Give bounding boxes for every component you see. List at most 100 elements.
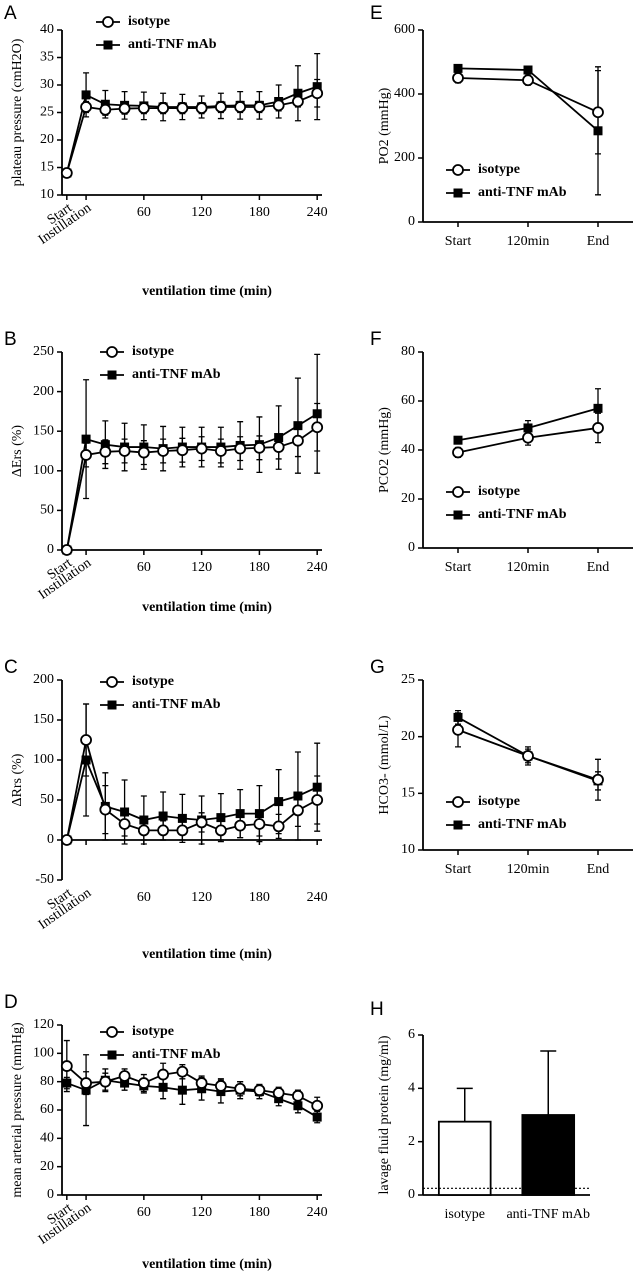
data-point [177, 813, 187, 823]
y-axis-label: HCO3- (mmol/L) [377, 715, 392, 814]
legend-label: anti-TNF mAb [478, 817, 567, 832]
data-point [118, 445, 131, 457]
y-tick-label: 100 [33, 463, 54, 478]
y-tick-label: 20 [401, 729, 415, 744]
data-point [60, 167, 73, 179]
y-tick-label: 15 [40, 160, 54, 175]
y-tick-label: 40 [401, 442, 415, 457]
data-point [234, 1082, 247, 1095]
data-point [523, 423, 533, 433]
data-point [254, 809, 264, 819]
y-tick-label: 150 [33, 423, 54, 438]
error-bar [456, 1087, 473, 1122]
x-tick-label: 120min [507, 862, 550, 877]
data-point [214, 101, 227, 113]
data-point [158, 811, 168, 821]
x-tick-label: 240 [307, 890, 328, 905]
y-axis-label: plateau pressure (cmH2O) [10, 38, 25, 186]
y-tick-label: 0 [47, 832, 54, 847]
panel-letter: B [4, 329, 17, 350]
x-tick-label: Start [445, 560, 472, 575]
y-tick-label: 400 [394, 86, 415, 101]
x-tick-label: 180 [249, 205, 270, 220]
y-tick-label: 50 [40, 503, 54, 518]
data-point [253, 818, 266, 830]
data-point [311, 794, 324, 806]
x-tick-label: 180 [249, 560, 270, 575]
data-point [522, 74, 534, 87]
data-point [177, 1085, 187, 1095]
legend-label: isotype [478, 794, 520, 809]
data-point [452, 723, 464, 736]
data-point [592, 773, 604, 786]
data-point [118, 818, 131, 830]
data-point [312, 1112, 322, 1122]
data-point [176, 1065, 189, 1078]
y-tick-label: 0 [47, 542, 54, 557]
data-point [81, 434, 91, 444]
data-point [292, 804, 304, 817]
data-point [195, 816, 208, 829]
y-axis-label: lavage fluid protein (mg/ml) [377, 1035, 392, 1194]
data-point [195, 102, 208, 114]
y-axis-label: mean arterial pressure (mmHg) [10, 1022, 25, 1198]
data-point [253, 441, 266, 454]
data-point [452, 446, 464, 459]
data-point [593, 403, 603, 413]
data-point [214, 445, 227, 457]
data-point [234, 819, 247, 832]
data-point [118, 1070, 131, 1082]
data-point [99, 103, 112, 116]
data-point [81, 90, 91, 100]
data-point [312, 82, 322, 92]
legend-marker [452, 164, 464, 176]
data-point [453, 63, 463, 73]
data-point [81, 1085, 91, 1095]
y-tick-label: 0 [408, 214, 415, 229]
data-point [274, 797, 284, 807]
data-point [292, 434, 304, 447]
y-tick-label: 0 [408, 540, 415, 555]
data-point [137, 102, 150, 114]
x-tick-label: End [587, 862, 610, 877]
x-tick-label: 240 [307, 560, 328, 575]
data-point [592, 422, 604, 434]
data-point [274, 433, 284, 443]
x-axis-label: ventilation time (min) [142, 947, 272, 962]
x-tick-label: 60 [137, 890, 151, 905]
legend-marker [453, 510, 463, 520]
data-point [216, 813, 226, 823]
legend-label: isotype [478, 162, 520, 177]
data-point [157, 1068, 170, 1081]
x-tick-label: 120 [191, 1205, 212, 1220]
data-point [99, 1075, 112, 1088]
y-tick-label: 30 [40, 77, 54, 92]
data-point [311, 1099, 324, 1112]
legend-label: isotype [478, 484, 520, 499]
data-point [195, 1077, 208, 1089]
y-tick-label: 25 [40, 105, 54, 120]
data-point [62, 1078, 72, 1088]
y-tick-label: 20 [401, 491, 415, 506]
data-point [80, 1077, 92, 1089]
data-point [214, 824, 227, 837]
data-point [157, 102, 170, 114]
y-tick-label: 60 [401, 393, 415, 408]
data-point [253, 101, 266, 113]
x-tick-label: 120min [507, 560, 550, 575]
legend-label: isotype [128, 14, 170, 29]
x-tick-label: anti-TNF mAb [506, 1207, 590, 1222]
legend-marker [103, 40, 113, 50]
data-point [99, 803, 112, 816]
data-point [80, 449, 92, 461]
data-point [311, 421, 324, 434]
data-point [235, 809, 245, 819]
legend-marker [107, 370, 117, 380]
legend-marker [107, 1050, 117, 1060]
data-point [157, 824, 170, 837]
legend-marker [107, 700, 117, 710]
data-point [80, 101, 92, 113]
y-tick-label: 60 [40, 1102, 54, 1117]
data-point [80, 734, 92, 746]
